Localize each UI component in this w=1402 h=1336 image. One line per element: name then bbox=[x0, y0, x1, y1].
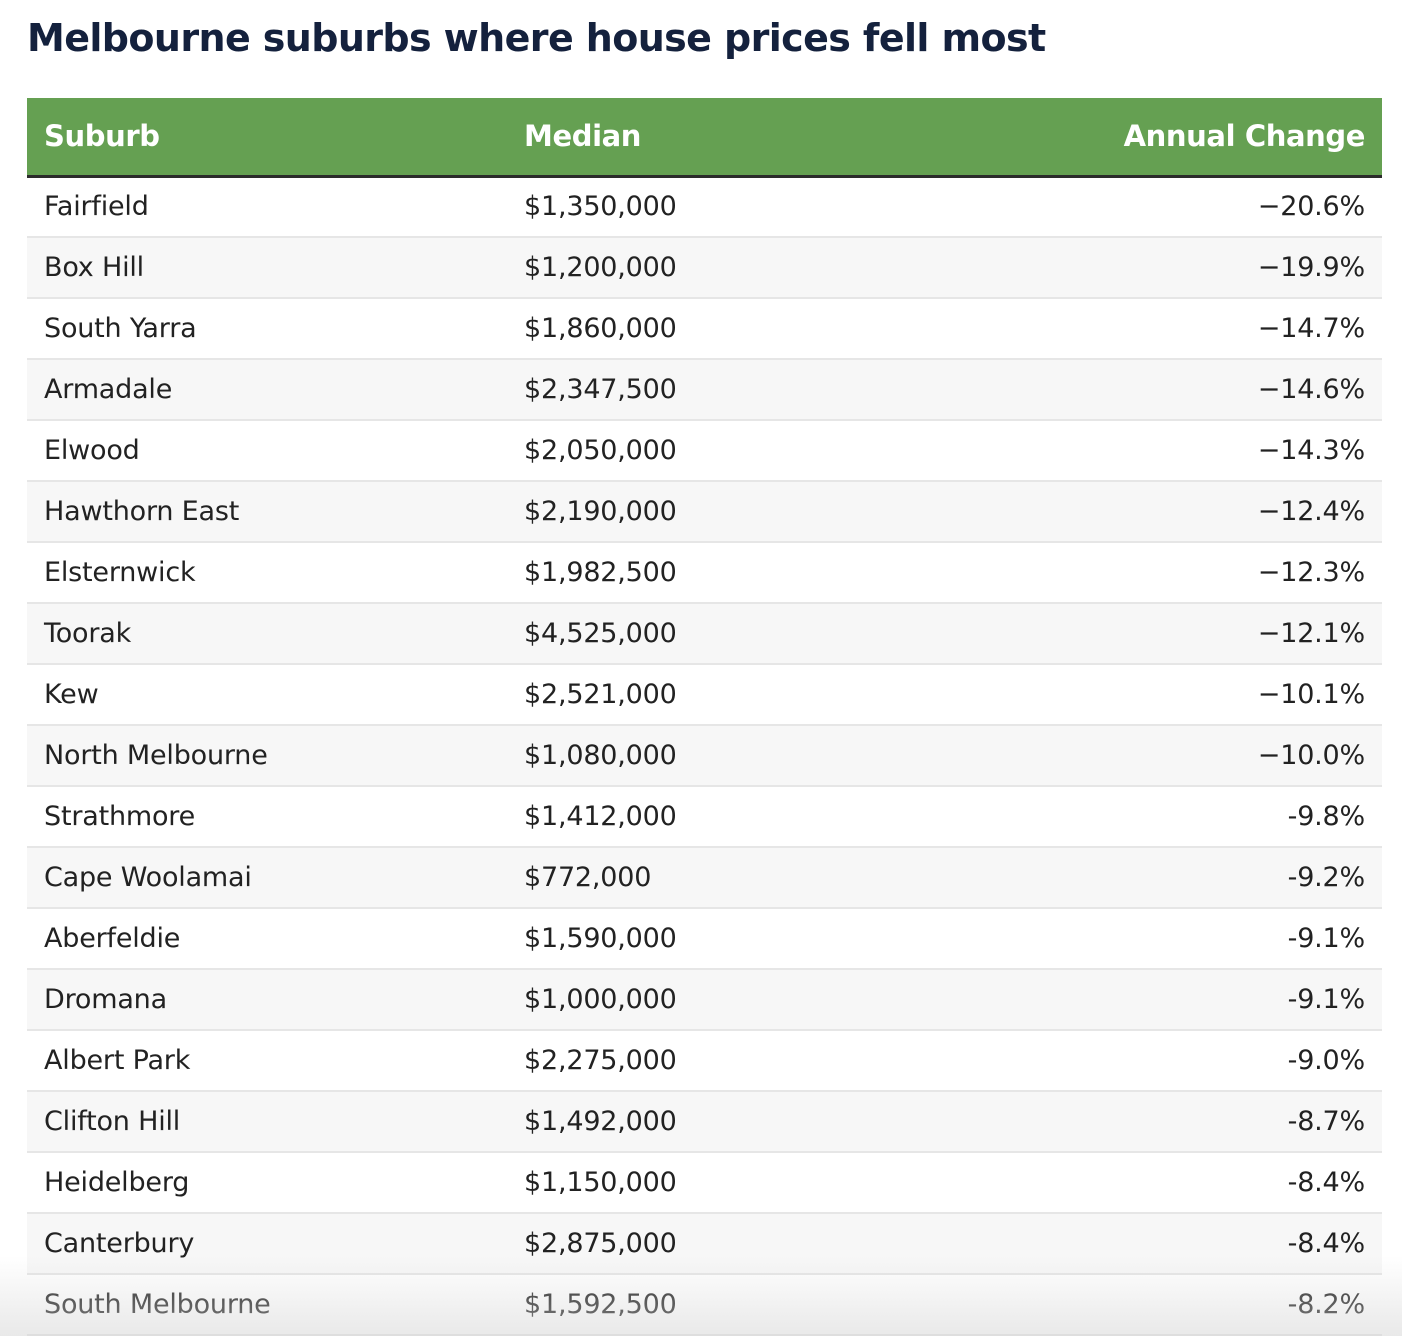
suburb-cell: Heidelberg bbox=[27, 1152, 507, 1214]
table-row: Albert Park $2,275,000 -9.0% bbox=[27, 1030, 1382, 1092]
change-cell: −12.1% bbox=[927, 603, 1382, 665]
table-header: Suburb Median Annual Change bbox=[27, 98, 1382, 178]
suburb-cell: Elsternwick bbox=[27, 542, 507, 604]
table-row: South Yarra $1,860,000 −14.7% bbox=[27, 298, 1382, 360]
table-row: Clifton Hill $1,492,000 -8.7% bbox=[27, 1091, 1382, 1153]
suburb-cell: Clifton Hill bbox=[27, 1091, 507, 1153]
median-cell: $2,190,000 bbox=[507, 481, 927, 543]
header-median: Median bbox=[507, 98, 927, 178]
change-cell: -8.4% bbox=[927, 1213, 1382, 1275]
table-row: Elsternwick $1,982,500 −12.3% bbox=[27, 542, 1382, 604]
table-row: Heidelberg $1,150,000 -8.4% bbox=[27, 1152, 1382, 1214]
change-cell: −10.1% bbox=[927, 664, 1382, 726]
suburb-cell: South Melbourne bbox=[27, 1274, 507, 1336]
median-cell: $1,492,000 bbox=[507, 1091, 927, 1153]
change-cell: −10.0% bbox=[927, 725, 1382, 787]
median-cell: $1,412,000 bbox=[507, 786, 927, 848]
median-cell: $1,350,000 bbox=[507, 176, 927, 238]
change-cell: −19.9% bbox=[927, 237, 1382, 299]
change-cell: -9.2% bbox=[927, 847, 1382, 909]
suburb-cell: Cape Woolamai bbox=[27, 847, 507, 909]
suburb-cell: Fairfield bbox=[27, 176, 507, 238]
header-annual-change: Annual Change bbox=[927, 98, 1382, 178]
suburb-cell: Armadale bbox=[27, 359, 507, 421]
median-cell: $2,347,500 bbox=[507, 359, 927, 421]
change-cell: -9.0% bbox=[927, 1030, 1382, 1092]
table-row: Aberfeldie $1,590,000 -9.1% bbox=[27, 908, 1382, 970]
suburb-cell: Canterbury bbox=[27, 1213, 507, 1275]
change-cell: −14.6% bbox=[927, 359, 1382, 421]
price-table-container: Suburb Median Annual Change Fairfield $1,… bbox=[27, 98, 1382, 1336]
table-row: Kew $2,521,000 −10.1% bbox=[27, 664, 1382, 726]
table-row: Strathmore $1,412,000 -9.8% bbox=[27, 786, 1382, 848]
median-cell: $1,860,000 bbox=[507, 298, 927, 360]
table-row: Fairfield $1,350,000 −20.6% bbox=[27, 176, 1382, 238]
suburb-cell: Elwood bbox=[27, 420, 507, 482]
table-row: Box Hill $1,200,000 −19.9% bbox=[27, 237, 1382, 299]
change-cell: −20.6% bbox=[927, 176, 1382, 238]
suburb-cell: Albert Park bbox=[27, 1030, 507, 1092]
suburb-cell: Toorak bbox=[27, 603, 507, 665]
table-row: Elwood $2,050,000 −14.3% bbox=[27, 420, 1382, 482]
change-cell: -8.4% bbox=[927, 1152, 1382, 1214]
change-cell: -8.7% bbox=[927, 1091, 1382, 1153]
suburb-cell: Strathmore bbox=[27, 786, 507, 848]
suburb-cell: Kew bbox=[27, 664, 507, 726]
table-body: Fairfield $1,350,000 −20.6% Box Hill $1,200,… bbox=[27, 176, 1382, 1336]
header-row: Suburb Median Annual Change bbox=[27, 98, 1382, 178]
suburb-cell: Hawthorn East bbox=[27, 481, 507, 543]
table-row: Hawthorn East $2,190,000 −12.4% bbox=[27, 481, 1382, 543]
header-suburb: Suburb bbox=[27, 98, 507, 178]
median-cell: $2,050,000 bbox=[507, 420, 927, 482]
median-cell: $1,000,000 bbox=[507, 969, 927, 1031]
table-row: South Melbourne $1,592,500 -8.2% bbox=[27, 1274, 1382, 1336]
change-cell: -9.1% bbox=[927, 969, 1382, 1031]
median-cell: $1,150,000 bbox=[507, 1152, 927, 1214]
table-row: Toorak $4,525,000 −12.1% bbox=[27, 603, 1382, 665]
table-row: Armadale $2,347,500 −14.6% bbox=[27, 359, 1382, 421]
change-cell: −14.3% bbox=[927, 420, 1382, 482]
median-cell: $4,525,000 bbox=[507, 603, 927, 665]
median-cell: $1,200,000 bbox=[507, 237, 927, 299]
median-cell: $1,982,500 bbox=[507, 542, 927, 604]
suburb-cell: Box Hill bbox=[27, 237, 507, 299]
table-row: North Melbourne $1,080,000 −10.0% bbox=[27, 725, 1382, 787]
median-cell: $1,592,500 bbox=[507, 1274, 927, 1336]
change-cell: -9.8% bbox=[927, 786, 1382, 848]
change-cell: −12.3% bbox=[927, 542, 1382, 604]
median-cell: $772,000 bbox=[507, 847, 927, 909]
price-table: Suburb Median Annual Change Fairfield $1,… bbox=[27, 98, 1382, 1336]
table-row: Cape Woolamai $772,000 -9.2% bbox=[27, 847, 1382, 909]
change-cell: -8.2% bbox=[927, 1274, 1382, 1336]
change-cell: −14.7% bbox=[927, 298, 1382, 360]
median-cell: $2,275,000 bbox=[507, 1030, 927, 1092]
table-row: Canterbury $2,875,000 -8.4% bbox=[27, 1213, 1382, 1275]
suburb-cell: South Yarra bbox=[27, 298, 507, 360]
change-cell: −12.4% bbox=[927, 481, 1382, 543]
median-cell: $1,080,000 bbox=[507, 725, 927, 787]
change-cell: -9.1% bbox=[927, 908, 1382, 970]
median-cell: $2,875,000 bbox=[507, 1213, 927, 1275]
suburb-cell: North Melbourne bbox=[27, 725, 507, 787]
suburb-cell: Aberfeldie bbox=[27, 908, 507, 970]
median-cell: $2,521,000 bbox=[507, 664, 927, 726]
table-row: Dromana $1,000,000 -9.1% bbox=[27, 969, 1382, 1031]
median-cell: $1,590,000 bbox=[507, 908, 927, 970]
page-title: Melbourne suburbs where house prices fel… bbox=[27, 16, 1046, 60]
suburb-cell: Dromana bbox=[27, 969, 507, 1031]
